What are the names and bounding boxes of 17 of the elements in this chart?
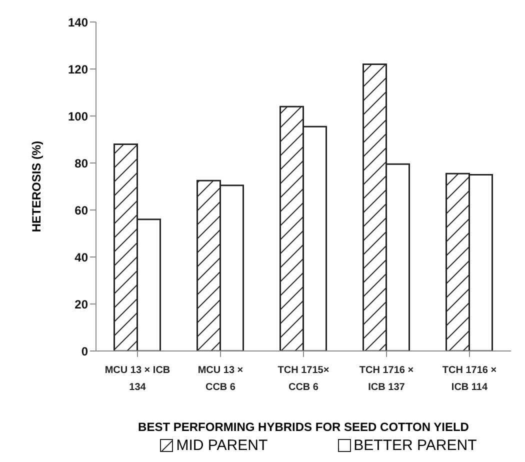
y-tick-label: 80 (74, 156, 88, 170)
y-tick-label: 0 (81, 344, 88, 358)
x-tick-label: TCH 1716 × ICB 137 (359, 365, 414, 393)
x-tick-label: MCU 13 × CCB 6 (198, 365, 244, 393)
x-axis-title: BEST PERFORMING HYBRIDS FOR SEED COTTON YIELD (138, 420, 470, 434)
legend-label: BETTER PARENT (354, 437, 477, 454)
legend-label: MID PARENT (176, 437, 268, 454)
y-tick-label: 40 (74, 250, 88, 264)
y-axis-title: HETEROSIS (%) (29, 140, 44, 232)
x-tick-label: TCH 1716 × ICB 114 (442, 365, 497, 393)
y-tick-label: 140 (68, 15, 88, 30)
x-tick-label: TCH 1715× CCB 6 (278, 365, 330, 393)
y-tick-label: 120 (68, 62, 88, 76)
y-tick-label: 20 (74, 297, 88, 312)
y-tick-label: 100 (68, 109, 88, 124)
x-tick-label: MCU 13 × ICB 134 (104, 365, 170, 393)
y-tick-label: 60 (74, 203, 88, 218)
